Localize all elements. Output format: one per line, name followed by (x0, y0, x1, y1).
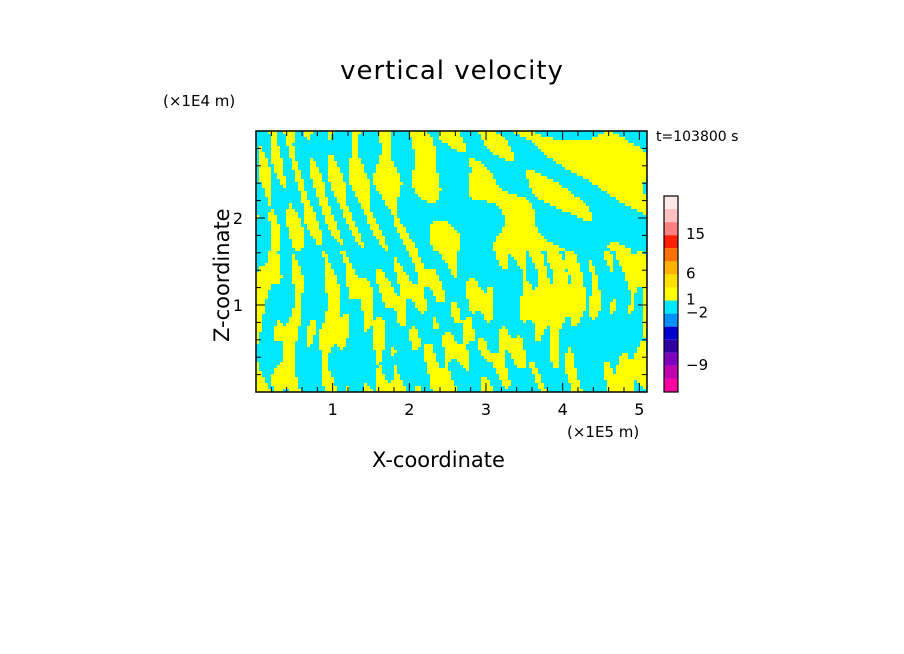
colorbar-segment (664, 248, 678, 262)
colorbar-segment (664, 313, 678, 327)
x-tick-label: 4 (558, 400, 568, 419)
x-tick-label: 2 (404, 400, 414, 419)
x-axis-label: X-coordinate (372, 448, 505, 472)
x-axis-unit: (×1E5 m) (567, 423, 640, 441)
colorbar-segment (664, 300, 678, 314)
colorbar-segment (664, 222, 678, 236)
colorbar-segment (664, 196, 678, 210)
z-axis-unit: (×1E4 m) (163, 92, 236, 110)
colorbar-segment (664, 209, 678, 223)
colorbar-segment (664, 274, 678, 288)
colorbar-segment (664, 261, 678, 275)
colorbar-label: 15 (686, 225, 705, 243)
colorbar-frame (663, 195, 679, 393)
colorbar-label: 6 (686, 264, 696, 282)
colorbar-segment (664, 326, 678, 340)
velocity-field (256, 131, 647, 392)
x-tick-label: 1 (328, 400, 338, 419)
plot-axes: 1 2 3 4 5 1 2 (233, 130, 648, 419)
x-tick-label: 5 (634, 400, 644, 419)
colorbar: 15 6 1−2 −9 (663, 195, 708, 393)
colorbar-label: −2 (686, 304, 708, 322)
colorbar-segment (664, 365, 678, 379)
plot-frame (255, 130, 648, 393)
time-label: t=103800 s (656, 129, 739, 145)
colorbar-label: −9 (686, 356, 708, 374)
field-positive-regions (256, 131, 647, 392)
z-tick-label: 1 (233, 296, 243, 315)
x-tick-label: 3 (481, 400, 491, 419)
colorbar-segment (664, 287, 678, 301)
z-tick-label: 2 (233, 209, 243, 228)
colorbar-label: 1 (686, 291, 696, 309)
colorbar-segment (664, 352, 678, 366)
colorbar-segment (664, 339, 678, 353)
colorbar-segment (664, 378, 678, 392)
colorbar-segment (664, 235, 678, 249)
chart-title: vertical velocity (340, 56, 564, 86)
